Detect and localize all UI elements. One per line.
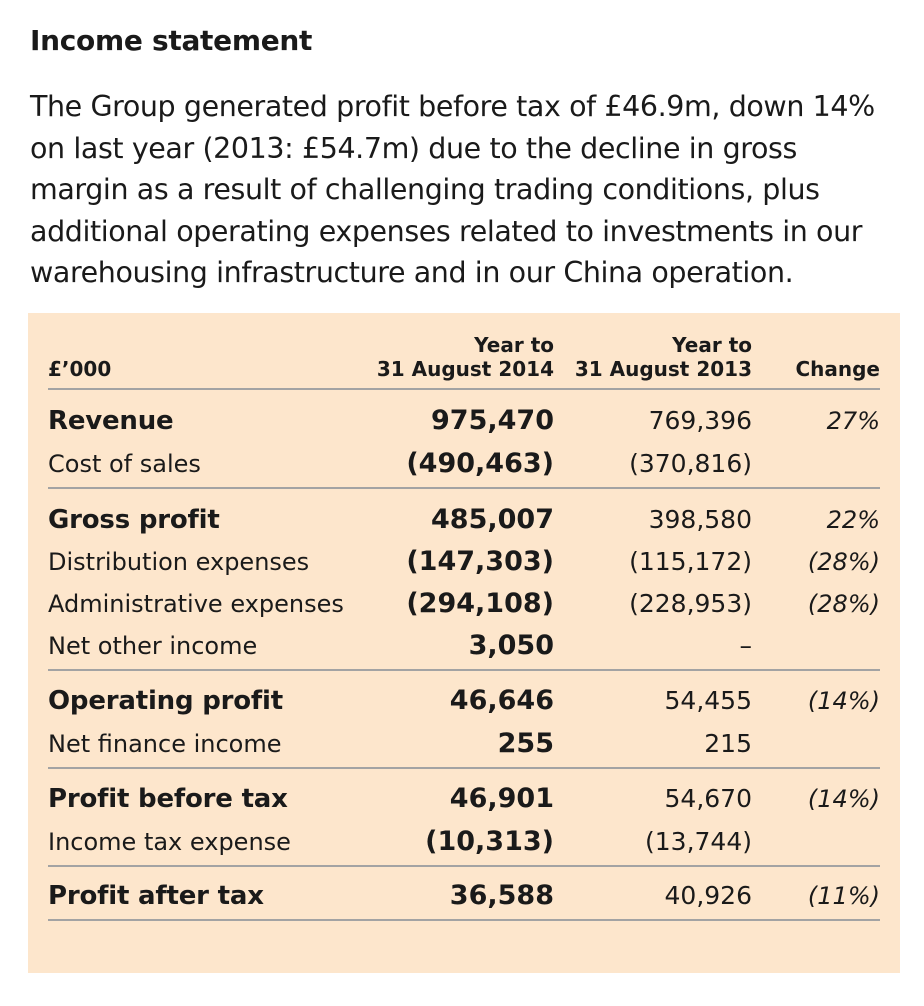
value-2013: – [739,631,753,660]
row-label: Income tax expense [48,828,291,856]
value-2013: 215 [704,729,752,758]
row-label: Profit after tax [48,881,264,911]
value-2013: 54,455 [664,686,752,715]
change-value: (28%) [807,548,880,576]
row-label: Revenue [48,406,174,436]
value-2013: (370,816) [629,449,752,478]
table-row: Gross profit 485,007 398,580 22% [48,500,880,540]
table-row: Profit after tax 36,588 40,926 (11%) [48,876,880,916]
column-header-change: Change [795,357,880,381]
value-2014: (147,303) [406,546,554,577]
change-value: (11%) [807,882,880,910]
value-2013: 769,396 [648,406,752,435]
section-rule [48,865,880,867]
change-value: (28%) [807,590,880,618]
value-2014: 36,588 [449,880,554,911]
row-label: Cost of sales [48,450,201,478]
table-row: Cost of sales (490,463) (370,816) [48,444,880,484]
value-2014: 485,007 [431,504,554,535]
header-rule [48,388,880,390]
change-value: 22% [826,506,880,534]
row-label: Operating profit [48,686,283,716]
table-row: Profit before tax 46,901 54,670 (14%) [48,779,880,819]
intro-paragraph: The Group generated profit before tax of… [30,90,875,289]
value-2014: (490,463) [406,448,554,479]
value-2013: 398,580 [648,505,752,534]
value-2014: 46,901 [449,783,554,814]
unit-header: £’000 [48,357,112,381]
value-2013: (228,953) [629,589,752,618]
value-2014: (10,313) [425,826,554,857]
value-2014: 975,470 [431,405,554,436]
change-value: (14%) [807,785,880,813]
table-row: Net other income 3,050 – [48,626,880,666]
change-value: 27% [826,407,880,435]
value-2013: (13,744) [645,827,752,856]
value-2014: 3,050 [468,630,554,661]
row-label: Net finance income [48,730,282,758]
row-label: Net other income [48,632,258,660]
column-header-2014: Year to 31 August 2014 [376,333,554,381]
row-label: Gross profit [48,505,220,535]
row-label: Distribution expenses [48,548,310,576]
column-header-2013: Year to 31 August 2013 [574,333,752,381]
change-value: (14%) [807,687,880,715]
section-heading: Income statement [30,24,313,57]
table-row: Distribution expenses (147,303) (115,172… [48,542,880,582]
section-rule [48,767,880,769]
table-row: Net finance income 255 215 [48,724,880,764]
table-row: Operating profit 46,646 54,455 (14%) [48,681,880,721]
value-2013: 54,670 [664,784,752,813]
value-2014: (294,108) [406,588,554,619]
value-2014: 255 [497,728,554,759]
table-row: Revenue 975,470 769,396 27% [48,401,880,441]
value-2014: 46,646 [449,685,554,716]
value-2013: 40,926 [664,881,752,910]
row-label: Administrative expenses [48,590,344,618]
section-rule [48,487,880,489]
row-label: Profit before tax [48,784,288,814]
table-row: Income tax expense (10,313) (13,744) [48,822,880,862]
value-2013: (115,172) [629,547,752,576]
table-row: Administrative expenses (294,108) (228,9… [48,584,880,624]
income-statement-table: £’000 Year to 31 August 2014 Year to 31 … [28,313,900,973]
section-rule [48,669,880,671]
bottom-rule [48,919,880,921]
